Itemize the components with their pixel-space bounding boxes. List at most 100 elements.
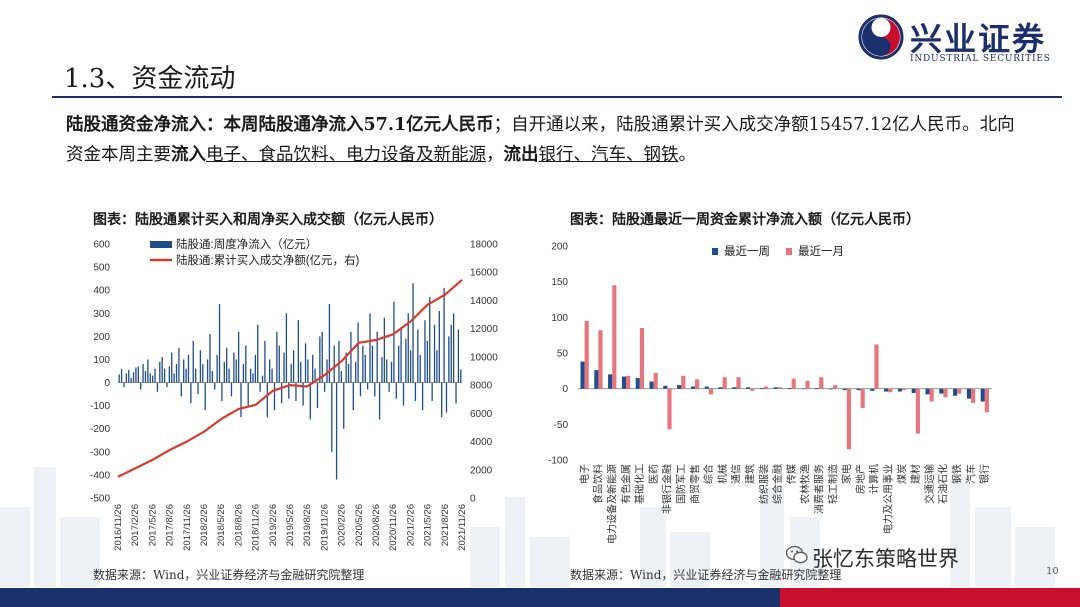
weekly-inflow-bar [309,382,311,420]
weekly-inflow-bar [343,382,345,429]
weekly-inflow-bar [402,382,405,406]
monthly-flow-bar [902,388,907,391]
weekly-inflow-bar [199,350,202,383]
summary-end: 。 [678,145,697,165]
weekly-flow-bar [635,377,640,389]
weekly-flow-bar [856,388,861,391]
weekly-flow-bar [966,388,972,399]
weekly-flow-bar [870,388,875,391]
right-y-tick-label: 12000 [470,324,498,335]
monthly-flow-bar [971,388,976,403]
weekly-flow-bar [746,387,751,389]
right-y-tick-label: 6000 [470,409,493,420]
x-tick-label: 2018/2/26 [199,504,210,546]
left-y-tick-label: 0 [104,378,110,389]
weekly-inflow-bar [457,329,460,383]
weekly-flow-bar [787,387,792,389]
weekly-inflow-bar [362,345,364,383]
weekly-inflow-bar [140,382,142,390]
weekly-flow-bar [773,387,778,389]
weekly-flow-bar [801,388,806,390]
summary-lead: 陆股通资金净流入： [66,115,224,135]
weekly-inflow-bar [147,359,149,383]
weekly-inflow-bar [137,366,139,383]
weekly-inflow-bar [226,347,228,383]
weekly-inflow-bar [223,361,225,383]
weekly-flow-bar [608,374,613,389]
weekly-inflow-bar [230,382,233,397]
weekly-inflow-bar [426,340,429,383]
weekly-inflow-bar [257,324,259,383]
title-divider [52,96,1062,98]
monthly-flow-bar [722,377,727,389]
sector-netflow-chart: 200 150 100 50 0 -50 -100 电子 食品饮料 电力设备及新能源 有色金属 基础化… [548,242,992,544]
category-label: 建筑 [744,464,757,484]
weekly-inflow-bar [171,352,173,383]
category-label: 电力设备及新能源 [606,464,619,544]
category-label: 通信 [731,464,743,484]
weekly-inflow-bar [285,313,288,383]
left-y-tick-label: 100 [93,355,110,366]
category-label: 计算机 [868,464,881,494]
category-label: 传媒 [786,464,798,484]
weekly-inflow-bar [209,334,211,383]
left-y-tick-label: -200 [90,424,110,435]
weekly-inflow-bar [307,359,309,383]
weekly-inflow-bar [123,382,125,388]
right-y-tick-label: 4000 [470,437,493,448]
weekly-inflow-bar [436,350,438,383]
weekly-inflow-bar [247,382,249,406]
summary-separator: ， [486,145,504,165]
weekly-inflow-bar [374,382,376,397]
category-label: 电子 [578,464,591,484]
logo-english-name: INDUSTRIAL SECURITIES [910,54,1051,64]
x-tick-label: 2018/5/26 [216,504,227,546]
weekly-inflow-bar [264,340,266,383]
category-label: 石油石化 [937,464,950,504]
weekly-inflow-bar [204,382,206,411]
weekly-inflow-bar [393,301,395,383]
right-y-tick-label: 2000 [470,465,493,476]
summary-outflow-label: 流出 [503,145,539,165]
weekly-inflow-bar [292,350,295,383]
weekly-inflow-bar [366,382,369,390]
left-y-tick-label: -300 [90,447,110,458]
weekly-flow-bar [677,385,682,389]
weekly-inflow-bar [314,368,316,383]
weekly-flow-bar [704,386,709,389]
x-tick-label: 2021/2/26 [405,504,416,546]
weekly-inflow-bar [345,352,347,383]
weekly-inflow-bar [142,364,144,383]
weekly-inflow-bar [319,336,321,383]
y-tick-label: 150 [551,277,568,288]
weekly-inflow-bar [350,331,352,383]
weekly-inflow-bar [378,382,381,420]
monthly-flow-bar [943,388,948,398]
weekly-inflow-bar [216,354,218,383]
weekly-inflow-bar [429,297,431,383]
weekly-inflow-bar [118,374,120,383]
monthly-flow-bar [653,372,658,389]
weekly-inflow-bar [261,375,264,383]
weekly-inflow-bar [312,354,314,383]
weekly-inflow-bar [280,382,283,404]
weekly-inflow-bar [206,359,209,383]
weekly-inflow-bar [414,382,417,402]
weekly-inflow-bar [390,361,393,383]
weekly-inflow-bar [407,313,409,383]
weekly-inflow-bar [443,287,445,383]
weekly-inflow-bar [388,382,390,392]
weekly-inflow-bar [120,368,123,383]
weekly-inflow-bar [240,382,242,418]
right-y-tick-label: 0 [470,494,476,505]
monthly-flow-bar [833,385,838,389]
northbound-cumulative-chart: 600 500 400 300 200 100 0 -100 -200 -300 -400 -500 1… [90,237,498,551]
x-tick-label: 2019/5/26 [285,504,296,546]
monthly-flow-bar [598,330,603,389]
weekly-flow-bar [718,387,723,389]
weekly-inflow-bar [175,364,178,383]
weekly-inflow-bar [185,368,187,383]
weekly-inflow-bar [328,304,331,383]
weekly-inflow-bar [405,338,407,383]
weekly-inflow-bar [130,377,132,383]
